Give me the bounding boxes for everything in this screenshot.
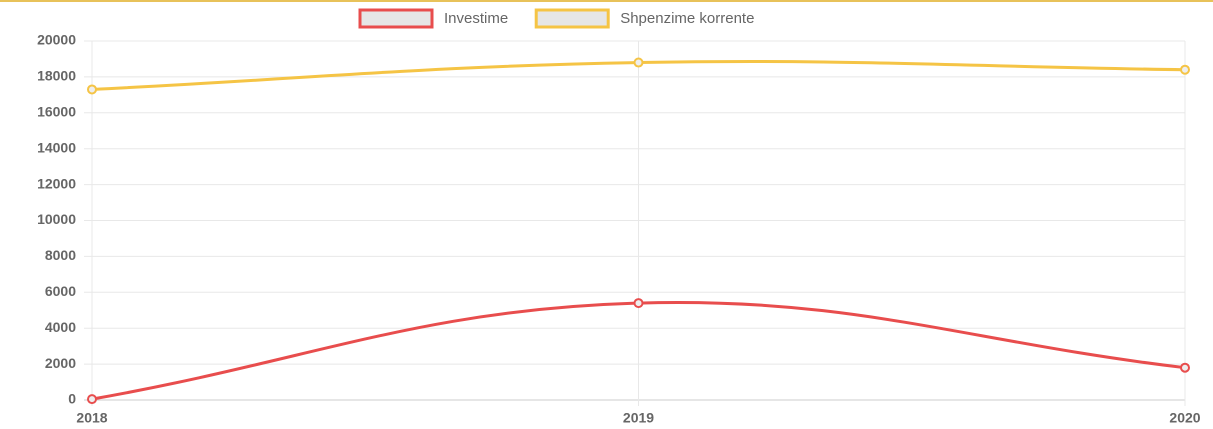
point [1180,362,1190,373]
y-tick-label: 0 [68,391,76,407]
x-tick-label: 2020 [1169,410,1200,426]
legend-label: Shpenzime korrente [620,10,754,27]
y-tick-label: 18000 [37,68,76,84]
y-tick-label: 10000 [37,211,76,227]
point [1180,64,1190,75]
point [87,394,97,405]
x-tick-label: 2018 [76,410,107,426]
y-tick-label: 20000 [37,32,76,48]
legend-swatch [534,8,610,29]
y-tick-label: 8000 [45,247,76,263]
point [633,298,644,309]
y-tick-label: 6000 [45,283,76,299]
y-tick-label: 2000 [45,355,76,371]
point [87,84,97,95]
y-tick-label: 14000 [37,139,76,155]
y-tick-label: 16000 [37,104,76,120]
y-tick-label: 4000 [45,319,76,335]
legend-label: Investime [444,10,508,27]
x-tick-label: 2019 [623,410,654,426]
legend-swatch [358,8,434,29]
point [633,57,644,68]
y-tick-label: 12000 [37,175,76,191]
